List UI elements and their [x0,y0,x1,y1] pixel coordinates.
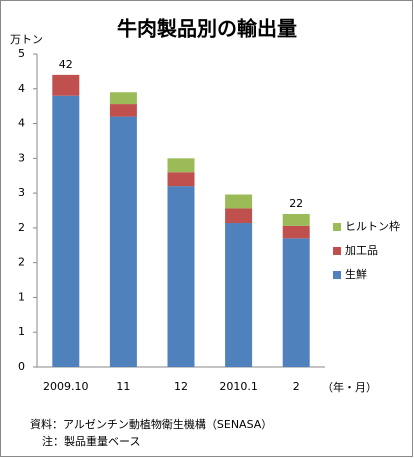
y-tick-label: 3 [18,151,25,164]
bar-segment [282,213,310,226]
bar-segment [52,74,80,96]
bar-segment [52,95,80,367]
source-note: 資料：アルゼンチン動植物衛生機構（SENASA） [30,417,272,431]
y-unit: 万トン [10,33,43,46]
bar-segment [282,225,310,239]
y-tick-label: 1 [18,325,25,338]
y-tick-label: 2 [18,256,25,269]
bar-segment [167,172,195,187]
y-tick-label: 5 [18,47,25,60]
bar-segment [109,116,137,367]
y-tick-label: 4 [18,82,25,95]
x-tick-label: 2010.1 [219,380,258,393]
bar-segment [109,92,137,105]
y-tick-label: 4 [18,117,25,130]
x-tick-label: 12 [174,380,188,393]
bar-segment [167,186,195,367]
x-axis-label: （年・月） [322,380,377,394]
y-tick-label: 0 [18,360,25,373]
x-tick-label: 2009.10 [43,380,89,393]
legend-label: 生鮮 [345,267,367,281]
x-tick-label: 11 [116,380,130,393]
bar-segment [282,238,310,367]
y-tick-label: 1 [18,290,25,303]
y-tick-label: 2 [18,221,25,234]
legend-swatch [333,223,341,231]
note: 注：製品重量ベース [42,434,140,448]
legend-label: 加工品 [345,244,378,257]
chart-title: 牛肉製品別の輸出量 [117,17,297,41]
total-label: 22 [289,197,303,210]
legend-swatch [333,271,341,279]
bar-segment [225,194,253,209]
bar-segment [109,104,137,117]
bar-segment [225,208,253,224]
y-tick-label: 3 [18,186,25,199]
total-label: 42 [59,58,73,71]
legend-label: ヒルトン枠 [345,219,400,233]
x-tick-label: 2 [293,380,300,393]
bar-segment [167,158,195,173]
legend-swatch [333,247,341,255]
bar-segment [225,223,253,367]
